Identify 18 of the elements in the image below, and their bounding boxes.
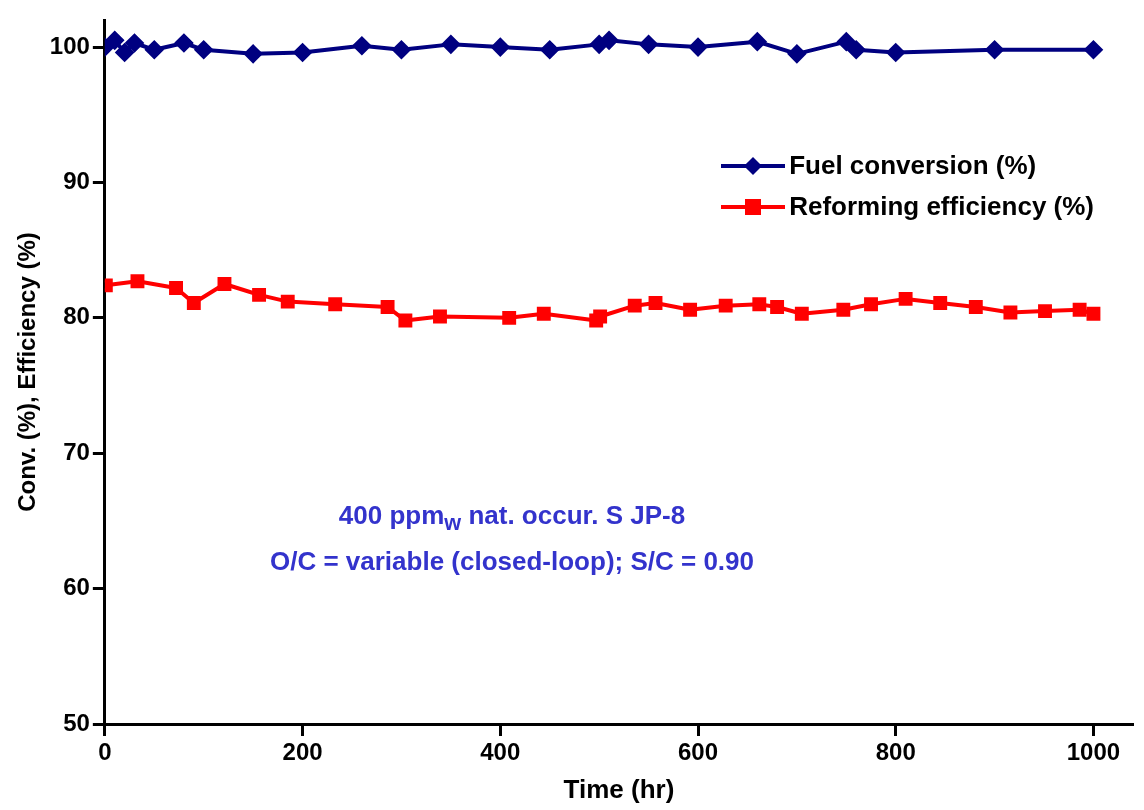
- x-tick-label: 1000: [1066, 738, 1121, 766]
- y-tick-label: 100: [49, 31, 90, 59]
- x-tick-label: 600: [677, 738, 719, 766]
- annotation: O/C = variable (closed-loop); S/C = 0.90: [268, 546, 755, 578]
- legend-label: Fuel conversion (%): [789, 150, 1037, 181]
- y-tick-label: 80: [63, 302, 90, 330]
- x-tick-label: 800: [875, 738, 916, 766]
- y-axis-title: Conv. (%), Efficiency (%): [13, 232, 41, 512]
- x-tick-label: 0: [98, 738, 112, 766]
- annotation: 400 ppm$_{w}$ nat. occur. S JP-8: [337, 500, 687, 537]
- legend-label: Reforming efficiency (%): [789, 191, 1094, 222]
- y-tick-label: 60: [63, 573, 90, 601]
- y-tick-label: 70: [63, 437, 90, 465]
- x-tick-label: 200: [282, 738, 323, 766]
- x-tick-label: 400: [480, 738, 521, 766]
- y-tick-label: 90: [63, 167, 90, 195]
- y-tick-label: 50: [63, 708, 90, 736]
- x-axis-title: Time (hr): [563, 773, 675, 804]
